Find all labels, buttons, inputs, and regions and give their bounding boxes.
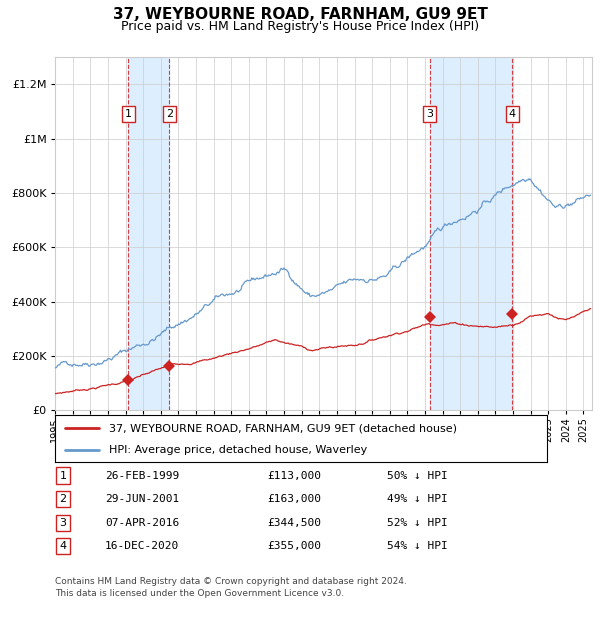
Text: £344,500: £344,500	[267, 518, 321, 528]
Bar	[128, 57, 169, 410]
Text: 4: 4	[59, 541, 67, 551]
Text: 16-DEC-2020: 16-DEC-2020	[105, 541, 179, 551]
Text: 37, WEYBOURNE ROAD, FARNHAM, GU9 9ET: 37, WEYBOURNE ROAD, FARNHAM, GU9 9ET	[113, 7, 487, 22]
Text: 3: 3	[426, 109, 433, 119]
Text: HPI: Average price, detached house, Waverley: HPI: Average price, detached house, Wave…	[109, 445, 368, 455]
Text: 29-JUN-2001: 29-JUN-2001	[105, 494, 179, 504]
Bar	[430, 57, 512, 410]
Text: Price paid vs. HM Land Registry's House Price Index (HPI): Price paid vs. HM Land Registry's House …	[121, 20, 479, 33]
Text: 54% ↓ HPI: 54% ↓ HPI	[387, 541, 448, 551]
Text: 26-FEB-1999: 26-FEB-1999	[105, 471, 179, 480]
Text: £113,000: £113,000	[267, 471, 321, 480]
Text: 2: 2	[166, 109, 173, 119]
Text: £163,000: £163,000	[267, 494, 321, 504]
Text: 49% ↓ HPI: 49% ↓ HPI	[387, 494, 448, 504]
Text: £355,000: £355,000	[267, 541, 321, 551]
Text: This data is licensed under the Open Government Licence v3.0.: This data is licensed under the Open Gov…	[55, 589, 344, 598]
Text: 3: 3	[59, 518, 67, 528]
Text: 50% ↓ HPI: 50% ↓ HPI	[387, 471, 448, 480]
Text: 4: 4	[509, 109, 516, 119]
Text: 07-APR-2016: 07-APR-2016	[105, 518, 179, 528]
Text: Contains HM Land Registry data © Crown copyright and database right 2024.: Contains HM Land Registry data © Crown c…	[55, 577, 407, 586]
Text: 1: 1	[59, 471, 67, 480]
Text: 2: 2	[59, 494, 67, 504]
Text: 52% ↓ HPI: 52% ↓ HPI	[387, 518, 448, 528]
Text: 1: 1	[125, 109, 132, 119]
Text: 37, WEYBOURNE ROAD, FARNHAM, GU9 9ET (detached house): 37, WEYBOURNE ROAD, FARNHAM, GU9 9ET (de…	[109, 423, 457, 433]
